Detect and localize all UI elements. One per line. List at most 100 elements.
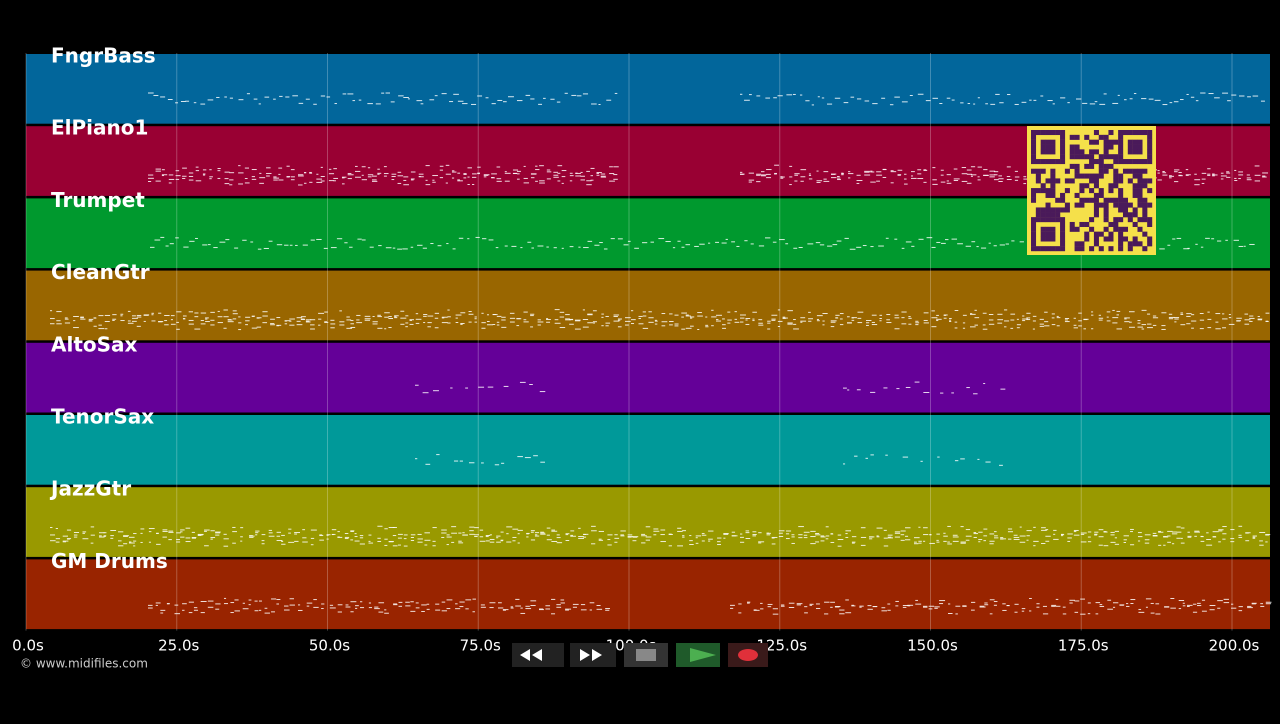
qr-module [1137,197,1143,203]
qr-module [1055,178,1061,184]
qr-module [1108,231,1114,237]
qr-module [1122,197,1128,203]
qr-module [1118,197,1124,203]
qr-module [1035,130,1041,136]
qr-module [1093,173,1099,179]
qr-module [1040,246,1046,252]
qr-module [1079,173,1085,179]
qr-module [1050,139,1056,145]
qr-module [1089,217,1095,223]
qr-module [1031,144,1037,150]
qr-module [1089,246,1095,252]
qr-module [1031,241,1037,247]
qr-module [1031,192,1037,198]
qr-module [1127,130,1133,136]
qr-module [1060,197,1066,203]
qr-module [1035,188,1041,194]
qr-module [1089,178,1095,184]
qr-module [1093,236,1099,242]
qr-module [1137,130,1143,136]
qr-module [1035,173,1041,179]
qr-module [1108,246,1114,252]
qr-module [1103,168,1109,174]
qr-module [1118,231,1124,237]
qr-module [1035,168,1041,174]
qr-module [1147,188,1153,194]
qr-module [1137,168,1143,174]
qr-module [1137,183,1143,189]
qr-module [1060,149,1066,155]
qr-module [1050,212,1056,218]
qr-module [1118,188,1124,194]
qr-module [1069,149,1075,155]
qr-module [1031,236,1037,242]
qr-module [1045,212,1051,218]
qr-module [1031,226,1037,232]
qr-module [1142,183,1148,189]
qr-module [1147,236,1153,242]
qr-module [1050,226,1056,232]
qr-module [1074,226,1080,232]
qr-module [1147,221,1153,227]
qr-module [1118,159,1124,165]
qr-module [1113,226,1119,232]
qr-module [1142,168,1148,174]
qr-module [1108,236,1114,242]
track-name: CleanGtr [51,260,150,284]
qr-module [1089,163,1095,169]
qr-module [1127,202,1133,208]
qr-module [1137,188,1143,194]
qr-module [1103,163,1109,169]
time-tick-label: 25.0s [158,637,199,655]
qr-module [1031,154,1037,160]
qr-module [1031,168,1037,174]
qr-module [1060,159,1066,165]
qr-module [1113,168,1119,174]
qr-module [1103,134,1109,140]
qr-module [1069,144,1075,150]
qr-module [1137,178,1143,184]
qr-module [1035,217,1041,223]
qr-module [1089,139,1095,145]
qr-module [1045,207,1051,213]
qr-module [1040,144,1046,150]
qr-module [1108,163,1114,169]
qr-module [1142,178,1148,184]
qr-module [1098,192,1104,198]
qr-module [1103,236,1109,242]
qr-module [1060,236,1066,242]
qr-module [1045,217,1051,223]
qr-module [1147,202,1153,208]
qr-module [1108,154,1114,160]
qr-module [1050,217,1056,223]
qr-module [1045,202,1051,208]
qr-module [1098,188,1104,194]
track-lane [26,559,1270,630]
qr-module [1040,207,1046,213]
qr-module [1055,197,1061,203]
qr-module [1103,207,1109,213]
qr-module [1103,197,1109,203]
qr-module [1122,236,1128,242]
qr-module [1084,221,1090,227]
qr-module [1108,144,1114,150]
qr-module [1132,236,1138,242]
qr-module [1098,163,1104,169]
qr-module [1035,178,1041,184]
qr-module [1031,159,1037,165]
qr-module [1093,139,1099,145]
qr-module [1060,130,1066,136]
qr-module [1045,188,1051,194]
qr-module [1040,149,1046,155]
qr-module [1040,212,1046,218]
qr-module [1137,192,1143,198]
qr-module [1147,134,1153,140]
qr-module [1040,231,1046,237]
qr-module [1142,246,1148,252]
track-name: FngrBass [51,44,156,68]
qr-module [1089,149,1095,155]
qr-module [1074,173,1080,179]
qr-module [1055,207,1061,213]
qr-module [1132,130,1138,136]
qr-module [1074,246,1080,252]
